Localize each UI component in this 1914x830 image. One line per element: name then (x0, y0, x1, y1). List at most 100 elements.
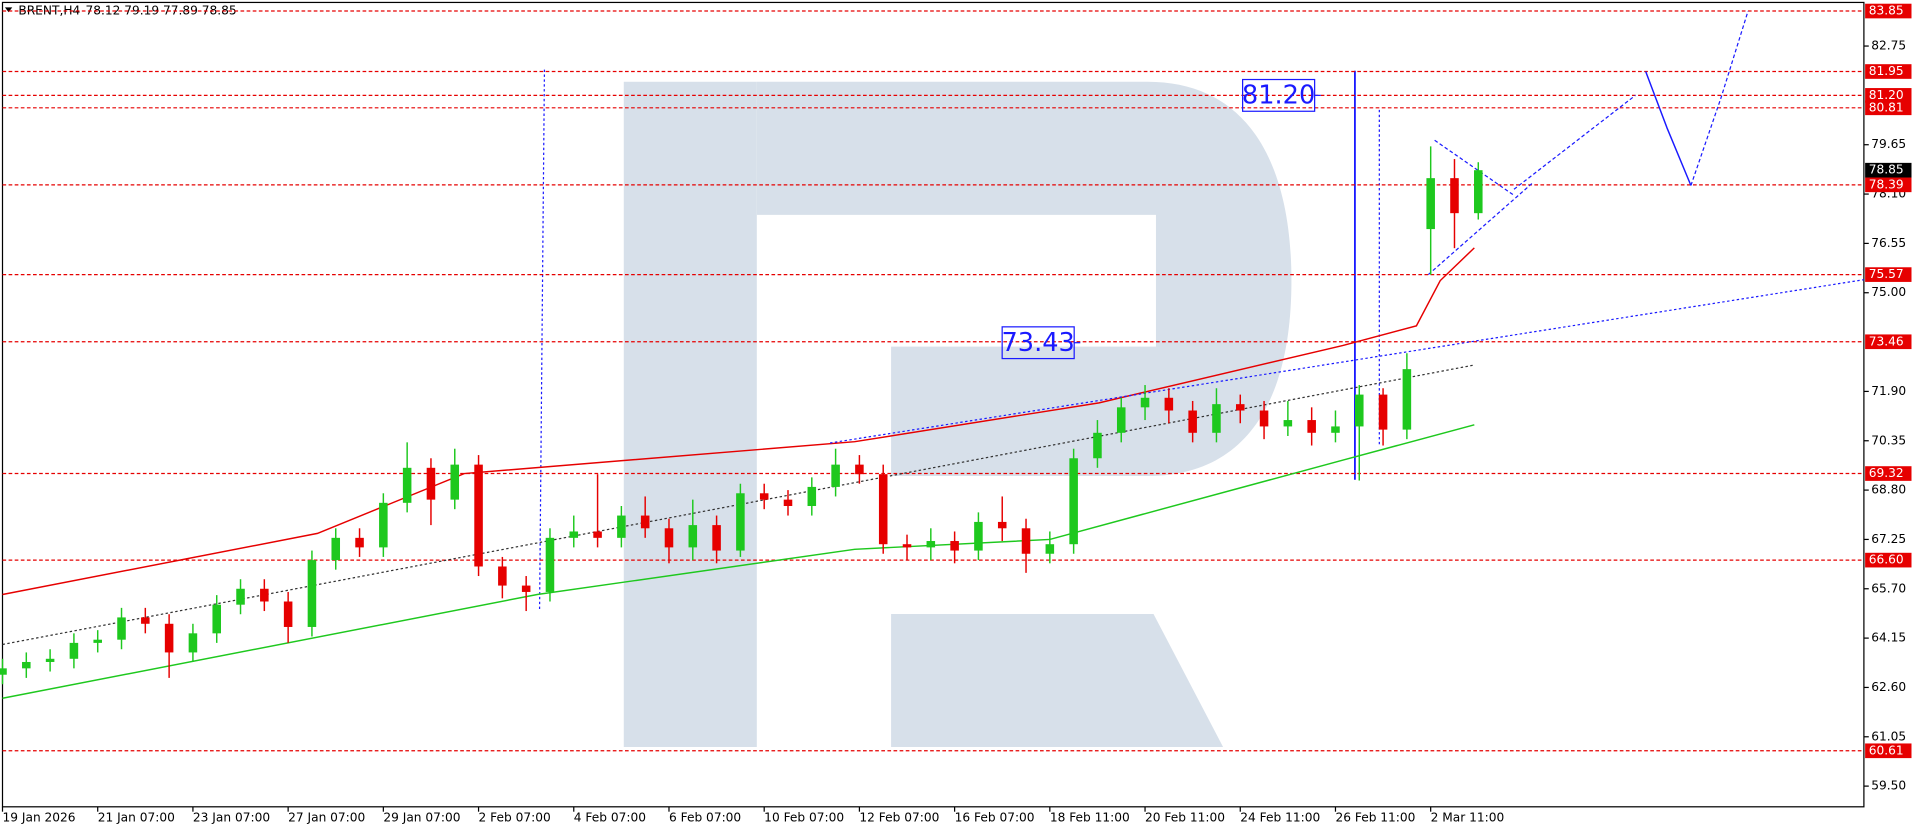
candle-body (1045, 544, 1055, 554)
candle-body (212, 604, 221, 634)
candle-body (974, 521, 983, 551)
level-label: 81.20 (1869, 88, 1904, 102)
candle-body (141, 617, 150, 624)
candle-body (878, 474, 888, 545)
candle-body (1069, 458, 1078, 545)
candle-body (1164, 397, 1174, 411)
indicator-line (1427, 182, 1533, 276)
candle-body (1188, 410, 1197, 433)
candle-body (902, 544, 912, 548)
y-tick-label: 76.55 (1871, 236, 1906, 250)
x-tick-label: 21 Jan 07:00 (98, 810, 175, 824)
candle-body (188, 633, 198, 653)
level-tag (1865, 466, 1912, 481)
indicator-line (1690, 10, 1749, 186)
watermark (623, 81, 1292, 747)
y-tick-label: 71.90 (1871, 384, 1906, 398)
level-label: 80.81 (1869, 100, 1904, 114)
candle-body (1307, 420, 1316, 433)
candle-body (307, 560, 317, 627)
level-tag (1865, 334, 1912, 350)
candle-body (1450, 178, 1459, 214)
candle-body (855, 464, 864, 475)
x-tick-label: 6 Feb 07:00 (669, 810, 741, 824)
level-tag (1865, 743, 1912, 759)
level-label: 78.39 (1869, 177, 1904, 191)
header-ohlc: 78.12 79.19 77.89 78.85 (86, 3, 237, 17)
indicator-line (1645, 71, 1692, 186)
watermark-bowl (756, 81, 1292, 477)
x-tick-label: 20 Feb 11:00 (1145, 810, 1225, 824)
candle-body (521, 585, 531, 592)
indicator-line (2, 247, 1475, 596)
annotation-label: 73.43 (1001, 328, 1074, 358)
candle-body (593, 531, 602, 538)
indicator-line (1513, 94, 1636, 190)
candle-body (283, 601, 293, 627)
candle-body (688, 525, 698, 548)
level-tag (1865, 3, 1912, 19)
indicator-line (1434, 139, 1515, 196)
candle-body (569, 531, 579, 538)
x-tick-label: 24 Feb 11:00 (1240, 810, 1320, 824)
y-tick-label: 79.65 (1871, 137, 1906, 151)
plot-frame (1, 1, 1865, 808)
candle-body (1331, 426, 1340, 433)
level-label: 73.46 (1869, 334, 1904, 348)
candle-body (664, 528, 674, 548)
x-tick-label: 4 Feb 07:00 (574, 810, 646, 824)
candle-body (0, 668, 7, 675)
candle-body (331, 537, 341, 561)
x-tick-label: 23 Jan 07:00 (193, 810, 270, 824)
y-tick-label: 67.25 (1871, 532, 1906, 546)
level-label: 75.57 (1869, 267, 1904, 281)
candle-body (1378, 394, 1388, 430)
candle-body (164, 623, 174, 653)
x-tick-label: 2 Mar 11:00 (1431, 810, 1505, 824)
candle-body (640, 515, 650, 529)
candle-body (926, 541, 936, 548)
x-tick-label: 16 Feb 07:00 (955, 810, 1035, 824)
level-tag (1865, 88, 1912, 103)
candle-body (759, 493, 769, 500)
candle-body (1235, 404, 1245, 411)
candle-body (1402, 369, 1412, 430)
y-tick-label: 82.75 (1871, 39, 1906, 53)
candle-body (260, 588, 269, 602)
level-label: 66.60 (1869, 553, 1904, 567)
level-tag (1865, 64, 1912, 79)
candle-body (117, 617, 126, 640)
candle-body (1116, 407, 1126, 433)
menu-triangle (4, 7, 13, 13)
candle-body (426, 467, 436, 500)
watermark-leg (891, 613, 1224, 747)
candle-body (545, 537, 555, 592)
candle-body (355, 537, 364, 548)
candle-body (236, 588, 245, 605)
candle-body (617, 515, 626, 538)
price-label: 78.85 (1869, 163, 1904, 177)
x-tick-label: 19 Jan 2026 (3, 810, 76, 824)
candle-body (1259, 410, 1269, 427)
x-tick-label: 2 Feb 07:00 (479, 810, 551, 824)
candle-body (950, 541, 959, 551)
candle-body (831, 464, 840, 487)
price-tag (1865, 162, 1912, 178)
candle-body (1426, 178, 1435, 230)
candle-body (807, 486, 817, 507)
candle-body (1474, 170, 1483, 214)
level-tag (1865, 552, 1912, 568)
level-label: 83.85 (1869, 4, 1904, 18)
annotation-label: 81.20 (1242, 81, 1315, 111)
candle-body (450, 464, 460, 500)
x-tick-label: 27 Jan 07:00 (288, 810, 365, 824)
x-tick-label: 12 Feb 07:00 (859, 810, 939, 824)
y-tick-label: 75.00 (1871, 285, 1906, 299)
y-tick-label: 61.05 (1871, 729, 1906, 743)
x-tick-label: 29 Jan 07:00 (383, 810, 460, 824)
candle-body (712, 525, 721, 551)
level-label: 69.32 (1869, 466, 1904, 480)
level-tag (1865, 267, 1912, 282)
indicator-line (829, 279, 1864, 444)
candle-body (1021, 528, 1031, 554)
